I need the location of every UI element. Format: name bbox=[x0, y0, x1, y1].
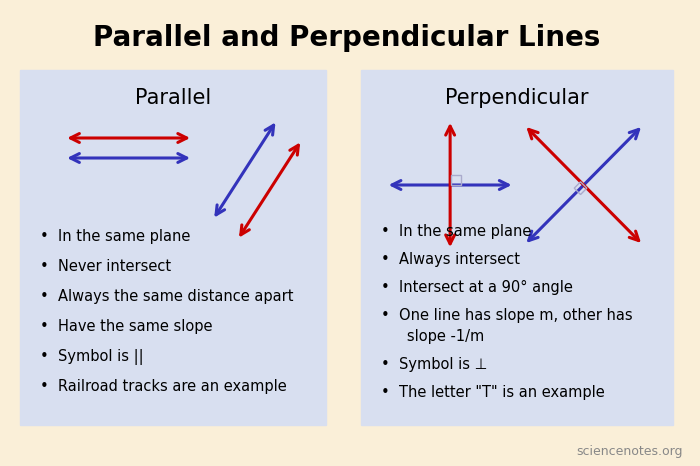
Text: •  Always intersect: • Always intersect bbox=[381, 252, 520, 267]
Text: •  Have the same slope: • Have the same slope bbox=[40, 319, 212, 334]
Text: •  Never intersect: • Never intersect bbox=[40, 260, 171, 274]
Text: sciencenotes.org: sciencenotes.org bbox=[576, 445, 682, 458]
Text: Parallel: Parallel bbox=[135, 88, 211, 108]
Text: Parallel and Perpendicular Lines: Parallel and Perpendicular Lines bbox=[92, 24, 600, 52]
Text: •  Always the same distance apart: • Always the same distance apart bbox=[40, 289, 293, 304]
Bar bbox=[574, 182, 587, 194]
Bar bbox=[361, 70, 673, 425]
Bar bbox=[451, 175, 461, 185]
Text: •  Symbol is ⊥: • Symbol is ⊥ bbox=[381, 357, 487, 372]
Text: slope -1/m: slope -1/m bbox=[393, 329, 484, 344]
Text: •  In the same plane: • In the same plane bbox=[381, 224, 531, 239]
Text: •  One line has slope m, other has: • One line has slope m, other has bbox=[381, 308, 633, 323]
Text: Perpendicular: Perpendicular bbox=[445, 88, 589, 108]
Text: •  Symbol is ||: • Symbol is || bbox=[40, 349, 144, 365]
Text: •  Intersect at a 90° angle: • Intersect at a 90° angle bbox=[381, 280, 573, 295]
Bar bbox=[20, 70, 326, 425]
Text: •  The letter "T" is an example: • The letter "T" is an example bbox=[381, 385, 605, 400]
Text: •  Railroad tracks are an example: • Railroad tracks are an example bbox=[40, 379, 286, 394]
Text: •  In the same plane: • In the same plane bbox=[40, 229, 190, 244]
